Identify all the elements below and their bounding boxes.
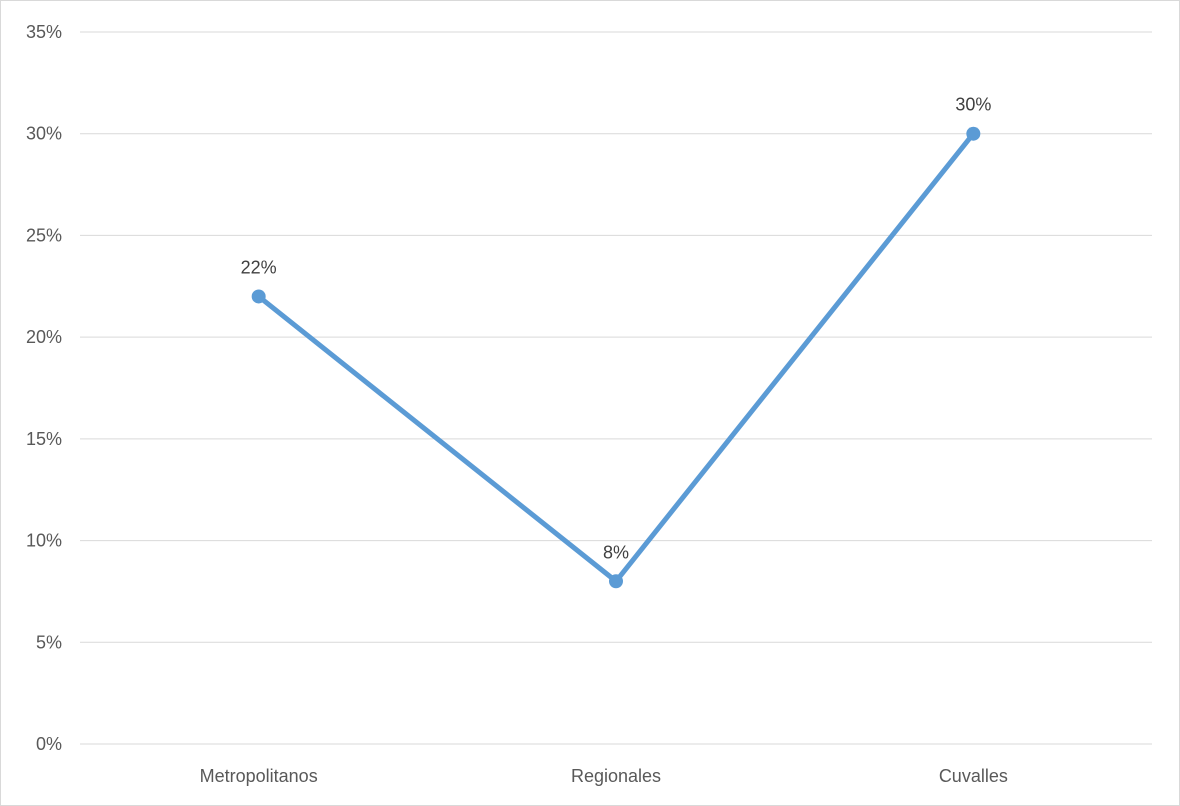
x-tick-label: Regionales xyxy=(571,766,661,786)
data-label: 22% xyxy=(241,257,277,277)
data-labels: 22% 8% 30% xyxy=(241,95,992,563)
y-axis-tick-labels: 0% 5% 10% 15% 20% 25% 30% 35% xyxy=(26,22,62,754)
x-axis-tick-labels: Metropolitanos Regionales Cuvalles xyxy=(200,766,1008,786)
gridlines xyxy=(80,31,1152,745)
y-tick-label: 20% xyxy=(26,327,62,347)
y-tick-label: 30% xyxy=(26,124,62,144)
y-tick-label: 5% xyxy=(36,632,62,652)
x-tick-label: Metropolitanos xyxy=(200,766,318,786)
x-tick-label: Cuvalles xyxy=(939,766,1008,786)
data-label: 8% xyxy=(603,542,629,562)
data-label: 30% xyxy=(955,95,991,115)
data-point xyxy=(609,574,623,589)
y-tick-label: 35% xyxy=(26,22,62,42)
y-tick-label: 15% xyxy=(26,429,62,449)
data-point xyxy=(966,126,981,141)
y-tick-label: 25% xyxy=(26,225,62,245)
y-tick-label: 0% xyxy=(36,734,62,754)
y-tick-label: 10% xyxy=(26,531,62,551)
series-line xyxy=(256,131,976,584)
series-layer xyxy=(251,126,981,589)
data-point xyxy=(251,289,266,304)
